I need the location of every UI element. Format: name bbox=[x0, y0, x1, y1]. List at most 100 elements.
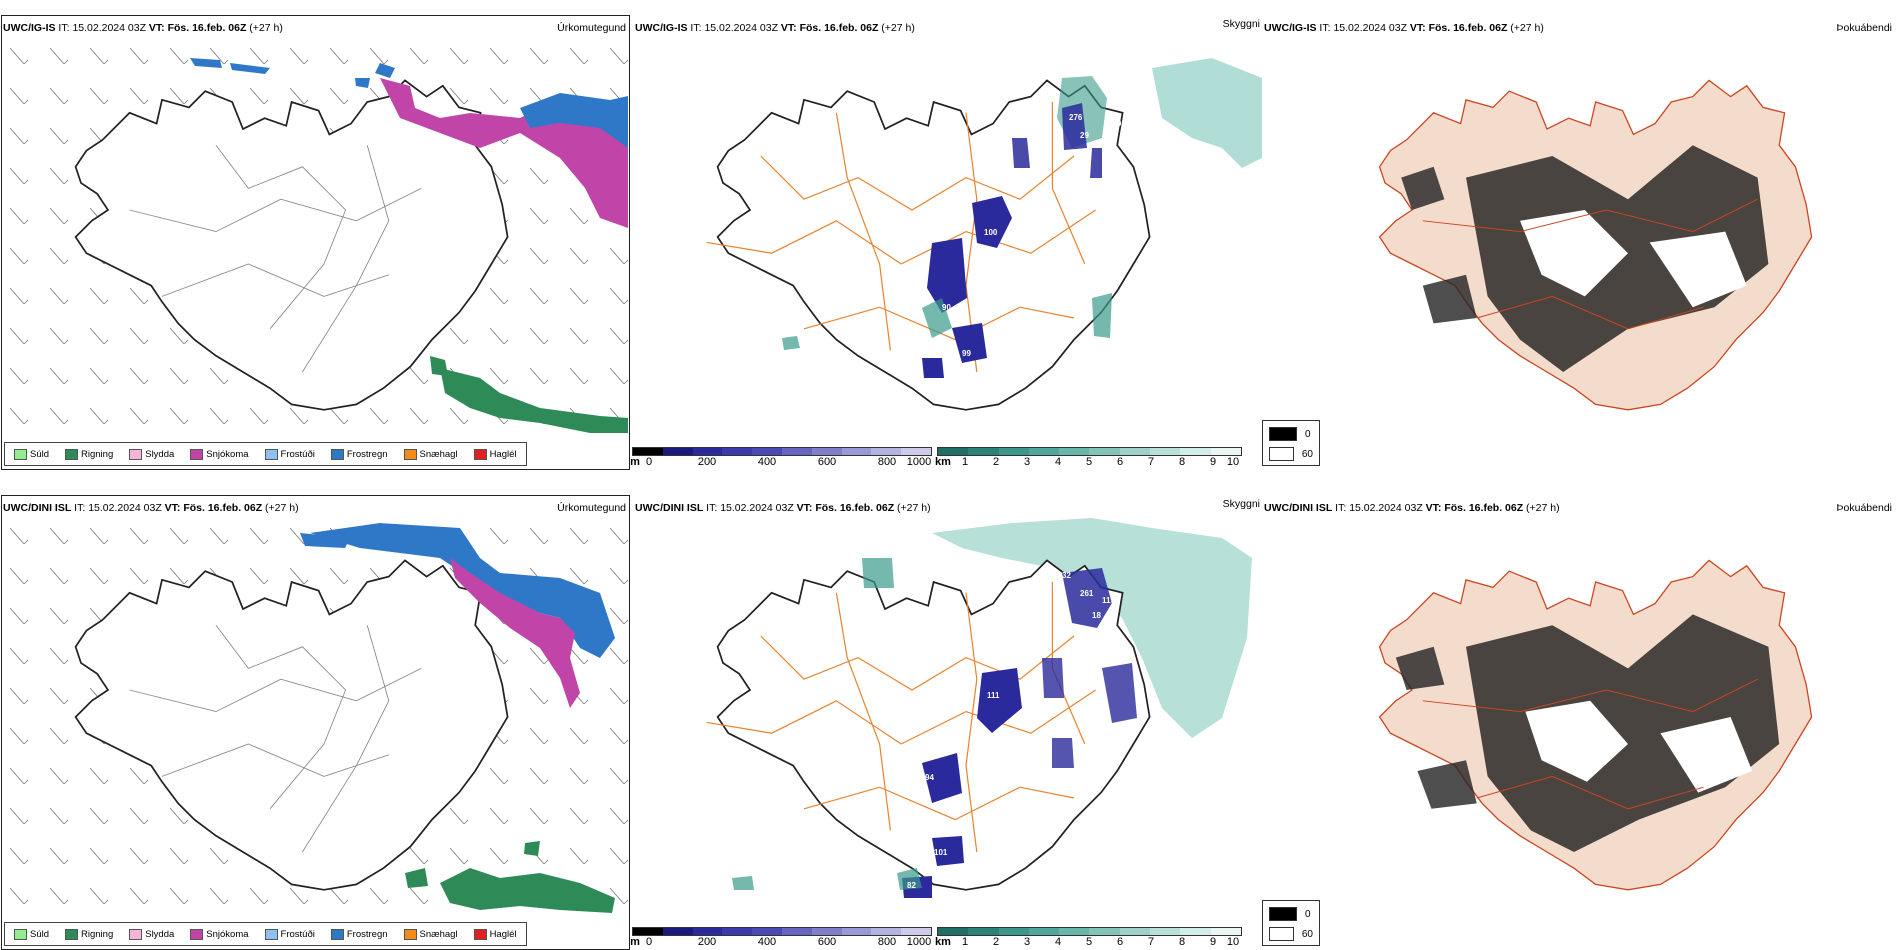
legend-item-freezing-rain: Frostregn bbox=[326, 928, 393, 940]
valid-time: Fös. 16.feb. 06Z bbox=[1444, 502, 1524, 514]
legend-swatch bbox=[190, 448, 204, 460]
lead-time: (+27 h) bbox=[265, 502, 299, 514]
visibility-label: 99 bbox=[962, 349, 971, 358]
legend-item-snow-pellets: Snæhagl bbox=[399, 928, 463, 940]
fog-legend-dark-swatch bbox=[1269, 907, 1297, 921]
visibility-label: 111 bbox=[987, 691, 1000, 700]
fog-legend-light-swatch bbox=[1269, 927, 1294, 941]
visibility-label: 90 bbox=[962, 364, 971, 373]
visibility-label: 94 bbox=[925, 773, 934, 782]
ceiling-colorbar: m 0 200 400 600 800 1000 bbox=[630, 927, 932, 948]
model-name: UWC/DINI ISL bbox=[635, 502, 704, 514]
panel-header: UWC/IG-IS IT: 15.02.2024 03Z VT: Fös. 16… bbox=[3, 22, 283, 34]
lead-time: (+27 h) bbox=[249, 22, 283, 34]
model-name: UWC/IG-IS bbox=[3, 22, 56, 34]
legend-item-sleet: Slydda bbox=[124, 448, 179, 460]
legend-swatch bbox=[403, 448, 417, 460]
visibility-map: 276 29 210 100 90 99 90 bbox=[706, 58, 1262, 411]
valid-time: Fös. 16.feb. 06Z bbox=[1428, 22, 1508, 34]
fog-legend-light-swatch bbox=[1269, 447, 1294, 461]
map-frame bbox=[1, 15, 630, 470]
fog-map bbox=[1378, 559, 1813, 891]
precip-type-legend: Súld Rigning Slydda Snjókoma Frostúði Fr… bbox=[4, 442, 527, 466]
visibility-label: 90 bbox=[942, 303, 951, 312]
legend-swatch bbox=[129, 448, 143, 460]
forecast-row-dini-isl: UWC/DINI ISL IT: 15.02.2024 03Z VT: Fös.… bbox=[0, 480, 1900, 950]
visibility-label: 101 bbox=[934, 848, 948, 857]
fog-panel: UWC/DINI ISL IT: 15.02.2024 03Z VT: Fös.… bbox=[1262, 490, 1900, 950]
init-time: 15.02.2024 03Z bbox=[88, 502, 162, 514]
visibility-label: 32 bbox=[1062, 571, 1071, 580]
legend-swatch bbox=[264, 928, 278, 940]
valid-time: Fös. 16.feb. 06Z bbox=[183, 502, 263, 514]
init-time: 15.02.2024 03Z bbox=[720, 502, 794, 514]
visibility-label: 82 bbox=[907, 881, 916, 890]
legend-item-drizzle: Súld bbox=[9, 448, 54, 460]
colorbar-ticks: m 0 200 400 600 800 1000 bbox=[630, 936, 932, 948]
fog-map bbox=[1378, 79, 1813, 411]
init-time: 15.02.2024 03Z bbox=[1349, 502, 1423, 514]
legend-swatch bbox=[190, 928, 204, 940]
precip-type-panel: UWC/IG-IS IT: 15.02.2024 03Z VT: Fös. 16… bbox=[0, 10, 632, 470]
legend-item-hail: Haglél bbox=[469, 928, 522, 940]
panel-title: Þokuábendi bbox=[1836, 502, 1892, 514]
valid-time: Fös. 16.feb. 06Z bbox=[799, 22, 879, 34]
panel-title: Skyggni bbox=[1222, 18, 1260, 30]
legend-swatch bbox=[264, 448, 278, 460]
lead-time: (+27 h) bbox=[1510, 22, 1544, 34]
fog-legend: 0 60 bbox=[1262, 900, 1320, 946]
precip-type-legend: Súld Rigning Slydda Snjókoma Frostúði Fr… bbox=[4, 922, 527, 946]
init-time: 15.02.2024 03Z bbox=[704, 22, 778, 34]
precip-map bbox=[2, 518, 628, 918]
visibility-panel: UWC/DINI ISL IT: 15.02.2024 03Z VT: Fös.… bbox=[630, 490, 1264, 950]
legend-swatch bbox=[403, 928, 417, 940]
panel-header: UWC/DINI ISL IT: 15.02.2024 03Z VT: Fös.… bbox=[635, 502, 931, 514]
legend-item-snow: Snjókoma bbox=[185, 448, 253, 460]
legend-item-rain: Rigning bbox=[60, 448, 118, 460]
valid-time: Fös. 16.feb. 06Z bbox=[815, 502, 895, 514]
visibility-label: 18 bbox=[1092, 611, 1101, 620]
forecast-row-ig-is: UWC/IG-IS IT: 15.02.2024 03Z VT: Fös. 16… bbox=[0, 0, 1900, 470]
lead-time: (+27 h) bbox=[897, 502, 931, 514]
panel-title: Úrkomutegund bbox=[557, 502, 626, 514]
legend-item-freezing-drizzle: Frostúði bbox=[260, 448, 320, 460]
visibility-label: 100 bbox=[984, 228, 998, 237]
visibility-label: 29 bbox=[1080, 131, 1089, 140]
colorbar-swatches bbox=[937, 927, 1242, 936]
legend-item-freezing-rain: Frostregn bbox=[326, 448, 393, 460]
precip-type-panel: UWC/DINI ISL IT: 15.02.2024 03Z VT: Fös.… bbox=[0, 490, 632, 950]
init-time: 15.02.2024 03Z bbox=[1333, 22, 1407, 34]
legend-swatch bbox=[330, 448, 344, 460]
visibility-label: 119 bbox=[1102, 596, 1115, 605]
panel-header: UWC/DINI ISL IT: 15.02.2024 03Z VT: Fös.… bbox=[3, 502, 299, 514]
lead-time: (+27 h) bbox=[881, 22, 915, 34]
fog-legend: 0 60 bbox=[1262, 420, 1320, 466]
precip-map bbox=[2, 38, 628, 438]
lead-time: (+27 h) bbox=[1526, 502, 1560, 514]
visibility-label: 210 bbox=[1108, 119, 1122, 128]
legend-item-rain: Rigning bbox=[60, 928, 118, 940]
panel-header: UWC/IG-IS IT: 15.02.2024 03Z VT: Fös. 16… bbox=[635, 22, 915, 34]
fog-panel: UWC/IG-IS IT: 15.02.2024 03Z VT: Fös. 16… bbox=[1262, 10, 1900, 470]
fog-legend-dark-swatch bbox=[1269, 427, 1297, 441]
visibility-label: 261 bbox=[1080, 589, 1094, 598]
legend-swatch bbox=[129, 928, 143, 940]
model-name: UWC/DINI ISL bbox=[1264, 502, 1333, 514]
legend-item-sleet: Slydda bbox=[124, 928, 179, 940]
legend-swatch bbox=[65, 448, 79, 460]
ceiling-colorbar: m 0 200 400 600 800 1000 bbox=[630, 447, 932, 468]
visibility-colorbar: km 1 2 3 4 5 6 7 8 9 10 bbox=[935, 447, 1242, 468]
panel-header: UWC/IG-IS IT: 15.02.2024 03Z VT: Fös. 16… bbox=[1264, 22, 1544, 34]
visibility-label: 276 bbox=[1069, 113, 1083, 122]
panel-title: Úrkomutegund bbox=[557, 22, 626, 34]
visibility-panel: UWC/IG-IS IT: 15.02.2024 03Z VT: Fös. 16… bbox=[630, 10, 1264, 470]
legend-item-snow: Snjókoma bbox=[185, 928, 253, 940]
panel-title: Skyggni bbox=[1222, 498, 1260, 510]
model-name: UWC/IG-IS bbox=[1264, 22, 1317, 34]
legend-item-hail: Haglél bbox=[469, 448, 522, 460]
legend-item-drizzle: Súld bbox=[9, 928, 54, 940]
model-name: UWC/DINI ISL bbox=[3, 502, 72, 514]
legend-swatch bbox=[14, 928, 27, 940]
legend-swatch bbox=[330, 928, 344, 940]
legend-swatch bbox=[473, 448, 487, 460]
